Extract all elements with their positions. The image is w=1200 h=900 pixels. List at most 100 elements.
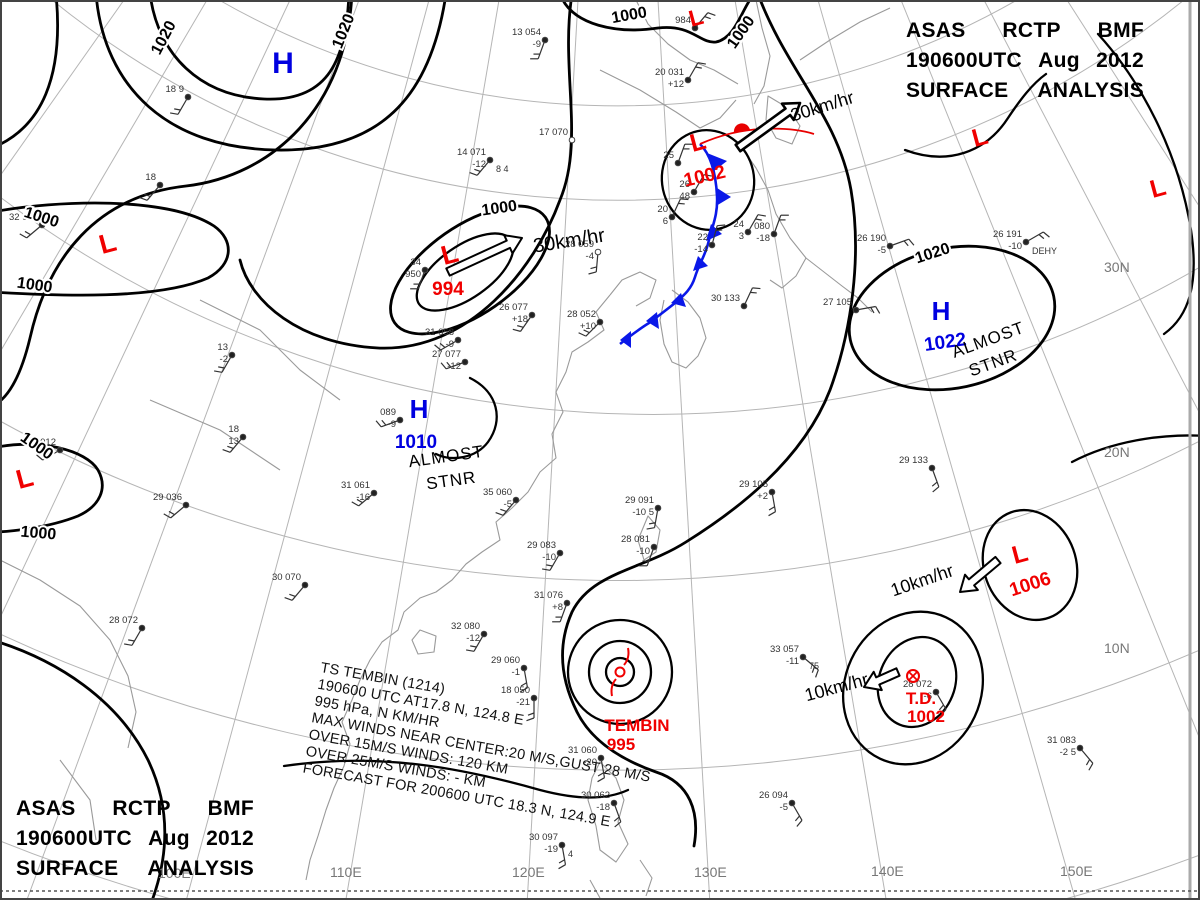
movement-arrow-icon [445, 234, 523, 277]
station-value: 24 [733, 219, 744, 230]
station-value: 34 [410, 257, 421, 268]
station-circle-icon [650, 543, 658, 551]
isobar-label: 1020 [148, 18, 180, 57]
wind-barb-icon [791, 802, 803, 821]
longitude-label: 140E [871, 863, 904, 879]
station-plot: 243 [733, 214, 766, 242]
cold-front-polygon [646, 312, 659, 329]
station-circle-icon [182, 501, 190, 509]
wind-barb-icon [614, 821, 622, 828]
wind-barb-icon [523, 667, 529, 688]
station-circle-icon [530, 694, 538, 702]
wind-barb-icon [747, 214, 759, 233]
wind-barb-icon [381, 419, 387, 426]
station-value: -12 [466, 633, 480, 644]
title-word: 190600UTC [16, 827, 132, 850]
station-circle-icon [708, 241, 716, 249]
title-word: RCTP [1002, 19, 1061, 42]
title-word: Aug [1038, 49, 1080, 72]
station-circle-icon [674, 159, 682, 167]
station-circle-icon [932, 688, 940, 696]
coastlines-path [753, 0, 771, 105]
wind-barb-icon [229, 436, 244, 453]
station-value: 089 [380, 407, 396, 418]
isobar-label: 1000 [20, 523, 57, 543]
coastlines-path [59, 759, 97, 841]
coastlines-path [199, 299, 341, 401]
station-plot: 28 072 [109, 615, 146, 646]
station-value: -9 [533, 39, 541, 50]
wind-barb-icon [500, 508, 507, 513]
warm-front-path [733, 123, 750, 133]
isobars-path [1070, 434, 1200, 464]
station-value: 950 [405, 269, 421, 280]
isobar-label: 1020 [329, 12, 358, 51]
graticule-line [0, 0, 125, 177]
cold-front-polygon [716, 188, 731, 206]
station-value: -5 [780, 802, 788, 813]
cold-front-polygon [707, 153, 727, 171]
station-value: 6 [663, 216, 668, 227]
title-word: Aug [148, 827, 190, 850]
longitude-label: 110E [330, 864, 362, 880]
station-plot: 13 054-9 [512, 27, 549, 60]
station-value: 20 [657, 204, 668, 215]
station-plot: 26 094-5 [759, 790, 803, 827]
title-word: BMF [1097, 19, 1144, 42]
station-circle-icon [156, 181, 164, 189]
wind-barb-icon [595, 251, 599, 272]
tropical-depression-icon [906, 669, 920, 683]
graticule-line [185, 0, 430, 900]
station-plot: 31 061-16 [341, 480, 378, 507]
station-plot: 25 [663, 143, 693, 167]
graticule-line [983, 0, 1200, 415]
station-value: -10 [542, 552, 556, 563]
station-value: 28 081 [621, 534, 650, 545]
station-circle-icon [56, 446, 64, 454]
graticule-line [526, 0, 579, 900]
station-value: -9 [446, 339, 454, 350]
low-center-symbol: L [13, 462, 37, 495]
station-circle-icon [596, 318, 604, 326]
station-value: 27 105 [823, 297, 852, 308]
wind-barb-icon [870, 307, 875, 314]
isobar-label: 1000 [481, 198, 519, 220]
isobars-path [0, 443, 104, 534]
wind-barb-icon [1038, 234, 1045, 240]
station-circle-icon [556, 549, 564, 557]
station-value: 48 [679, 191, 690, 202]
station-value: 14 071 [457, 147, 486, 158]
isobar-label: 1000 [17, 429, 56, 463]
station-value: -21 [516, 697, 530, 708]
graticule-line [1066, 0, 1200, 209]
wind-barb-icon [24, 230, 31, 236]
wind-barb-icon [1079, 747, 1094, 764]
wind-barb-icon [648, 522, 656, 525]
station-value: -19 [544, 844, 558, 855]
storm-pressure-label: 995 [607, 735, 635, 754]
wind-barb-icon [715, 229, 723, 232]
station-circle-icon [239, 433, 247, 441]
station-plot: 30 062-18 [581, 790, 622, 828]
title-word: SURFACE [16, 857, 119, 880]
wind-barb-icon [1042, 231, 1050, 238]
wind-barb-icon [711, 225, 718, 246]
wind-barb-icon [558, 859, 565, 864]
station-value: +18 [512, 314, 528, 325]
station-plot: 31 060-20 [568, 745, 606, 783]
wind-barb-icon [291, 584, 306, 601]
wind-barb-icon [908, 238, 915, 246]
coastlines-path [411, 629, 437, 655]
graticule-path [0, 633, 1200, 771]
station-circle-icon [668, 213, 676, 221]
typhoon-circles-circle [587, 639, 653, 705]
wind-barb-icon [520, 687, 528, 693]
wind-barb-icon [558, 864, 566, 870]
station-circle-icon [690, 188, 698, 196]
station-value: 25 [663, 150, 674, 161]
title-line-3: SURFACE ANALYSIS [16, 854, 254, 884]
station-value: 28 059 [565, 239, 594, 250]
wind-barb-icon [546, 564, 553, 567]
